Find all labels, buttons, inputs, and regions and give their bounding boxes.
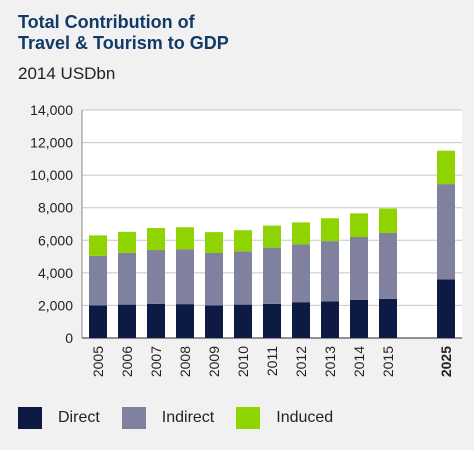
chart-unit-label: 2014 USDbn bbox=[18, 64, 116, 83]
x-tick-label: 2010 bbox=[235, 346, 251, 377]
x-tick-label: 2015 bbox=[380, 346, 396, 377]
bar-induced-2013 bbox=[321, 218, 339, 242]
bar-indirect-2005 bbox=[89, 255, 107, 306]
bar-indirect-2009 bbox=[205, 252, 223, 306]
bar-induced-2007 bbox=[147, 228, 165, 251]
y-tick-label: 2,000 bbox=[38, 297, 73, 313]
bar-direct-2012 bbox=[292, 302, 310, 338]
bar-direct-2015 bbox=[379, 298, 397, 338]
legend-label: Indirect bbox=[161, 409, 215, 426]
x-tick-label: 2012 bbox=[293, 346, 309, 377]
bar-indirect-2008 bbox=[176, 249, 194, 305]
y-tick-label: 12,000 bbox=[30, 135, 73, 151]
bar-indirect-2013 bbox=[321, 241, 339, 302]
y-tick-label: 0 bbox=[65, 330, 73, 346]
bar-indirect-2025 bbox=[437, 184, 455, 280]
bar-induced-2012 bbox=[292, 222, 310, 245]
legend-swatch bbox=[236, 407, 261, 429]
legend-item-indirect: Indirect bbox=[121, 407, 215, 429]
chart-title-line-1: Total Contribution of bbox=[18, 12, 195, 32]
bar-induced-2008 bbox=[176, 227, 194, 250]
legend-label: Direct bbox=[58, 409, 100, 426]
bar-direct-2005 bbox=[89, 305, 107, 338]
bar-direct-2007 bbox=[147, 303, 165, 338]
chart-legend: Direct Indirect Induced bbox=[18, 407, 355, 429]
bar-indirect-2012 bbox=[292, 244, 310, 303]
bar-direct-2008 bbox=[176, 304, 194, 338]
bar-induced-2025 bbox=[437, 150, 455, 185]
bar-direct-2006 bbox=[118, 304, 136, 338]
bar-induced-2005 bbox=[89, 235, 107, 256]
bar-direct-2010 bbox=[234, 304, 252, 338]
x-tick-label: 2007 bbox=[148, 346, 164, 377]
bar-direct-2025 bbox=[437, 279, 455, 338]
legend-swatch bbox=[18, 407, 42, 429]
chart-title: Total Contribution of Travel & Tourism t… bbox=[18, 12, 229, 54]
y-tick-label: 8,000 bbox=[38, 200, 73, 216]
bar-induced-2014 bbox=[350, 213, 368, 238]
x-tick-label: 2011 bbox=[264, 346, 280, 376]
bar-indirect-2014 bbox=[350, 237, 368, 300]
x-tick-label: 2005 bbox=[90, 346, 106, 377]
bar-direct-2011 bbox=[263, 303, 281, 338]
bar-induced-2015 bbox=[379, 208, 397, 233]
x-tick-label: 2006 bbox=[119, 346, 135, 377]
legend-item-direct: Direct bbox=[18, 407, 100, 429]
bar-induced-2011 bbox=[263, 225, 281, 248]
legend-label: Induced bbox=[276, 409, 334, 426]
legend-swatch bbox=[121, 407, 146, 429]
bar-indirect-2007 bbox=[147, 250, 165, 304]
chart-title-line-2: Travel & Tourism to GDP bbox=[18, 33, 229, 53]
bar-direct-2013 bbox=[321, 301, 339, 338]
bar-direct-2009 bbox=[205, 305, 223, 338]
y-tick-label: 6,000 bbox=[38, 232, 73, 248]
bar-induced-2010 bbox=[234, 230, 252, 252]
x-tick-label: 2014 bbox=[351, 346, 367, 377]
x-tick-label: 2025 bbox=[438, 346, 454, 377]
y-tick-label: 4,000 bbox=[38, 265, 73, 281]
bar-indirect-2006 bbox=[118, 252, 136, 305]
bar-induced-2006 bbox=[118, 231, 136, 253]
x-tick-label: 2009 bbox=[206, 346, 222, 377]
bar-indirect-2010 bbox=[234, 251, 252, 305]
bar-indirect-2015 bbox=[379, 232, 397, 299]
y-tick-label: 10,000 bbox=[30, 167, 73, 183]
bar-indirect-2011 bbox=[263, 247, 281, 304]
x-tick-label: 2013 bbox=[322, 346, 338, 377]
legend-item-induced: Induced bbox=[236, 407, 333, 429]
y-tick-label: 14,000 bbox=[30, 102, 73, 118]
bar-induced-2009 bbox=[205, 232, 223, 253]
bar-direct-2014 bbox=[350, 299, 368, 338]
stacked-bar-chart: 0 2,000 4,000 6,000 8,000 10,000 12,000 14,000 2… bbox=[30, 102, 462, 377]
x-tick-label: 2008 bbox=[177, 346, 193, 377]
